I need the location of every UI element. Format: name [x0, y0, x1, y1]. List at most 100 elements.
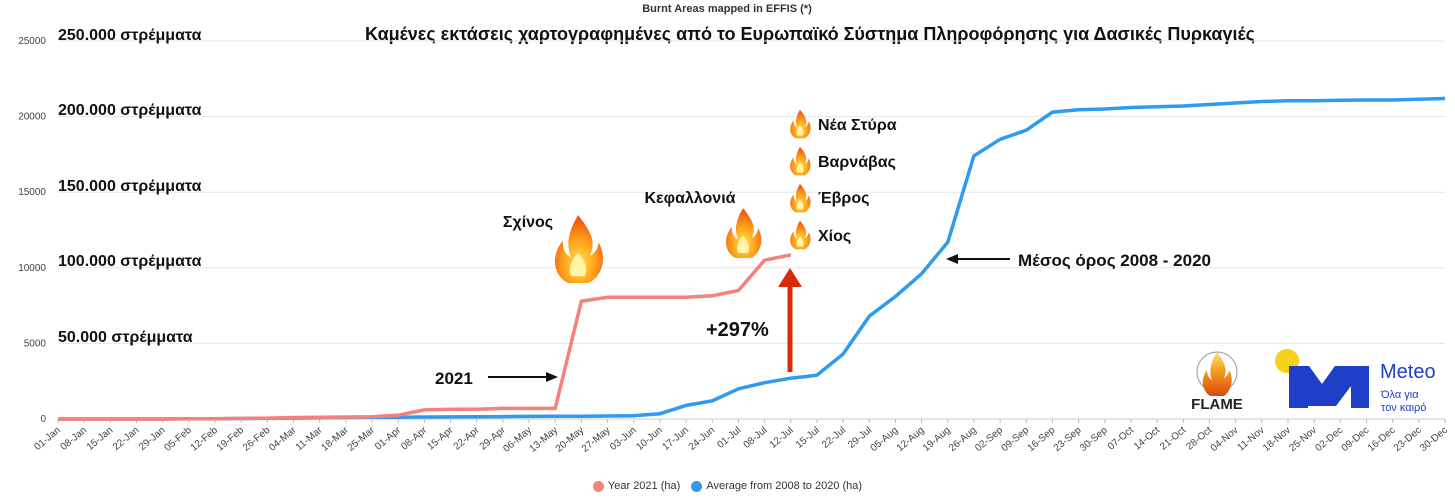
flame-logo-text: FLAME	[1191, 396, 1243, 412]
x-tick-label: 06-May	[501, 425, 534, 455]
increase-label: +297%	[706, 319, 769, 341]
x-tick-label: 12-Jul	[768, 425, 796, 451]
x-tick-label: 16-Sep	[1026, 425, 1058, 454]
meteo-name: Meteo	[1380, 361, 1436, 383]
legend-dot-average	[691, 480, 703, 492]
x-tick-label: 11-Mar	[294, 424, 325, 453]
x-tick-label: 18-Nov	[1261, 425, 1293, 454]
legend-item-average[interactable]: Average from 2008 to 2020 (ha)	[691, 480, 862, 492]
x-tick-label: 01-Apr	[373, 424, 404, 452]
legend-label-average: Average from 2008 to 2020 (ha)	[706, 480, 863, 492]
label-2021: 2021	[435, 369, 473, 388]
x-tick-label: 26-Feb	[241, 425, 273, 454]
x-tick-label: 07-Oct	[1106, 425, 1136, 453]
fire-icons	[554, 109, 811, 283]
fire-label-kefalonia: Κεφαλλονιά	[645, 190, 736, 207]
x-tick-label: 15-Jan	[85, 425, 115, 453]
x-tick-label: 23-Dec	[1392, 425, 1424, 454]
x-tick-label: 01-Jan	[32, 425, 62, 453]
x-tick-label: 13-May	[528, 425, 561, 455]
fire-icon-nea-styra	[790, 109, 811, 139]
series-line-2021	[58, 253, 792, 421]
x-tick-label: 17-Jun	[661, 425, 691, 453]
x-tick-label: 22-Apr	[452, 424, 483, 452]
increase-arrow	[778, 268, 802, 372]
legend-label-2021: Year 2021 (ha)	[607, 480, 681, 492]
x-tick-label: 21-Oct	[1158, 425, 1188, 453]
meteo-logo	[1272, 348, 1448, 412]
level-label-250k: 250.000 στρέμματα	[58, 27, 202, 44]
x-tick-label: 26-Aug	[947, 425, 979, 454]
x-tick-label: 09-Sep	[999, 425, 1031, 454]
flame-logo: FLAME	[1180, 348, 1254, 413]
x-tick-label: 23-Sep	[1052, 425, 1084, 454]
x-tick-label: 29-Jan	[137, 425, 167, 453]
x-tick-label: 03-Jun	[608, 425, 638, 453]
x-tick-label: 08-Jul	[742, 425, 770, 451]
level-label-100k: 100.000 στρέμματα	[58, 253, 202, 270]
x-tick-label: 09-Dec	[1340, 425, 1372, 454]
x-tick-label: 24-Jun	[687, 425, 717, 453]
x-tick-label: 05-Aug	[869, 425, 901, 454]
x-tick-label: 19-Feb	[215, 425, 247, 454]
legend-item-2021[interactable]: Year 2021 (ha)	[592, 480, 681, 492]
fire-label-varnavas: Βαρνάβας	[818, 154, 896, 171]
fire-label-chios: Χίος	[818, 228, 851, 245]
x-tick-label: 02-Sep	[973, 425, 1005, 454]
x-tick-label: 12-Feb	[189, 425, 221, 454]
fire-icon-kefalonia	[726, 208, 762, 258]
legend: Year 2021 (ha) Average from 2008 to 2020…	[0, 480, 1455, 495]
x-tick-label: 19-Aug	[921, 425, 953, 454]
chart-title: Burnt Areas mapped in EFFIS (*)	[642, 3, 812, 15]
x-tick-label: 25-Nov	[1287, 425, 1319, 454]
x-tick-label: 15-Jul	[794, 425, 822, 451]
series-lines	[58, 96, 1446, 421]
fire-icon-varnavas	[790, 146, 811, 176]
meteo-tagline-2: τον καιρό	[1381, 402, 1426, 414]
level-label-150k: 150.000 στρέμματα	[58, 178, 202, 195]
x-tick-label: 30-Dec	[1418, 425, 1450, 454]
x-tick-label: 15-Apr	[425, 424, 456, 452]
x-tick-label: 25-Mar	[346, 424, 378, 453]
x-tick-label: 02-Dec	[1313, 425, 1345, 454]
x-tick-label: 14-Oct	[1132, 425, 1162, 453]
y-tick-label: 0	[40, 414, 46, 425]
x-tick-label: 12-Aug	[895, 425, 927, 454]
x-tick-label: 27-May	[580, 425, 613, 455]
gridlines	[58, 40, 1445, 344]
chart-subtitle: Καμένες εκτάσεις χαρτογραφημένες από το …	[365, 24, 1255, 44]
meteo-tagline-1: Όλα για	[1380, 389, 1419, 401]
x-tick-label: 22-Jul	[820, 425, 848, 451]
x-axis-ticks: 01-Jan08-Jan15-Jan22-Jan29-Jan05-Feb12-F…	[32, 419, 1450, 455]
fire-label-schinos: Σχίνος	[503, 214, 553, 231]
y-axis-ticks: 0 5000 10000 15000 20000 25000	[18, 36, 46, 425]
level-label-50k: 50.000 στρέμματα	[58, 329, 193, 346]
x-tick-label: 30-Sep	[1078, 425, 1110, 454]
fire-label-nea-styra: Νέα Στύρα	[818, 117, 897, 134]
label-average: Μέσος όρος 2008 - 2020	[1018, 251, 1211, 270]
x-tick-label: 20-May	[554, 425, 587, 455]
y-tick-label: 20000	[18, 112, 46, 123]
y-tick-label: 25000	[18, 36, 46, 47]
x-tick-label: 04-Nov	[1209, 425, 1241, 454]
meteo-m-icon	[1289, 366, 1369, 408]
x-tick-label: 11-Nov	[1236, 425, 1267, 454]
legend-dot-2021	[592, 480, 604, 492]
x-tick-label: 04-Mar	[267, 424, 299, 453]
x-tick-label: 08-Apr	[399, 424, 430, 452]
x-tick-label: 10-Jun	[634, 425, 664, 453]
fire-icon-evros	[790, 183, 811, 213]
increase-arrow-head	[778, 268, 802, 287]
x-tick-label: 16-Dec	[1366, 425, 1398, 454]
x-tick-label: 01-Jul	[715, 425, 743, 451]
x-tick-label: 18-Mar	[319, 424, 351, 453]
arrow-2021	[488, 372, 558, 382]
x-tick-label: 08-Jan	[59, 425, 89, 453]
y-tick-label: 10000	[18, 263, 46, 274]
level-label-200k: 200.000 στρέμματα	[58, 102, 202, 119]
fire-icon-schinos	[554, 215, 603, 283]
y-tick-label: 5000	[24, 338, 47, 349]
x-tick-label: 05-Feb	[162, 425, 194, 454]
y-tick-label: 15000	[18, 187, 46, 198]
